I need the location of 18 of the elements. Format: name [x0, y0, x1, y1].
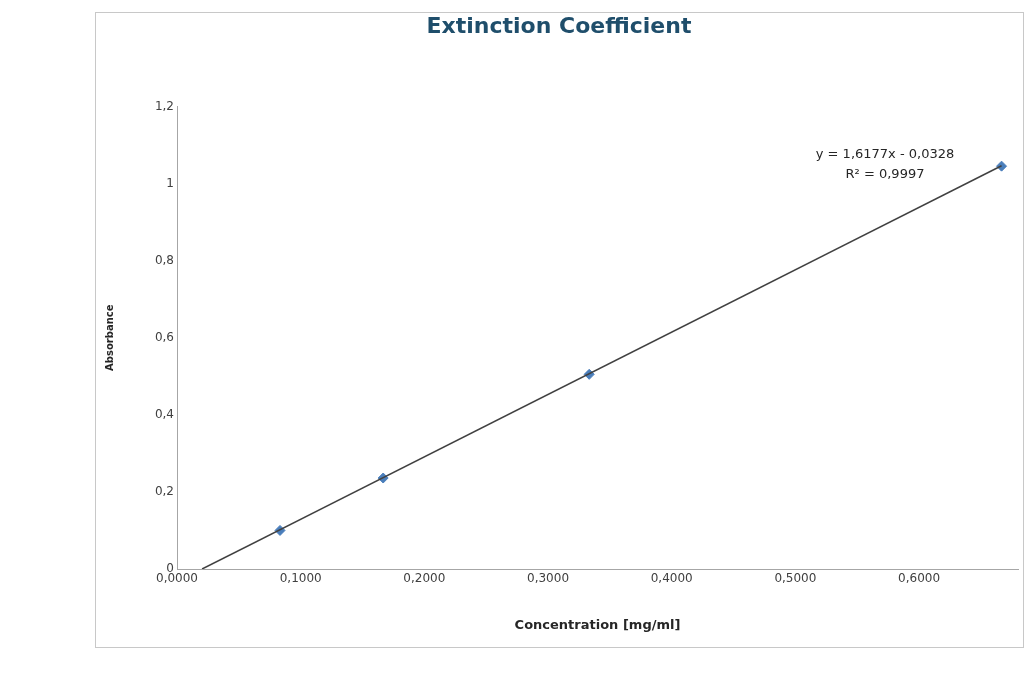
annotation: R² = 0,9997 — [845, 166, 925, 182]
x-tick-label: 0,0000 — [156, 571, 198, 586]
x-tick-label: 0,4000 — [650, 571, 693, 586]
y-tick-label: 0,6 — [154, 329, 174, 344]
y-tick-label: 0,4 — [154, 406, 174, 421]
y-tick-label: 1 — [166, 175, 174, 190]
x-tick-label: 0,5000 — [774, 571, 817, 586]
y-tick-label: 1,2 — [154, 98, 174, 113]
x-axis-title: Concentration [mg/ml] — [514, 616, 681, 632]
x-tick-label: 0,3000 — [527, 571, 570, 586]
annotation: y = 1,6177x - 0,0328 — [815, 146, 955, 162]
x-tick-label: 0,2000 — [403, 571, 446, 586]
y-tick-label: 0,8 — [154, 252, 174, 267]
y-tick-label: 0,2 — [154, 484, 174, 499]
x-tick-label: 0,1000 — [279, 571, 322, 586]
chart-title: Extinction Coefficient — [426, 12, 692, 38]
y-axis-title: Absorbance — [103, 304, 115, 371]
x-tick-label: 0,6000 — [898, 571, 941, 586]
